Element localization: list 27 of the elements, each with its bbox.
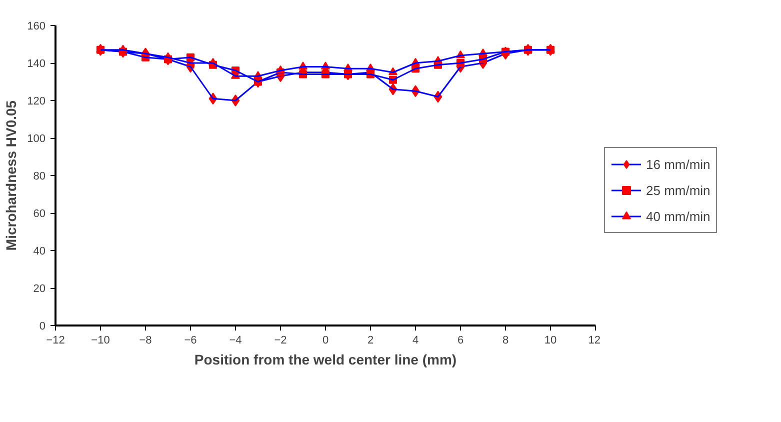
y-tick-label: 140 (27, 58, 46, 70)
y-tick-label: 100 (27, 133, 46, 145)
x-tick-label: 4 (412, 334, 419, 346)
legend-label: 25 mm/min (646, 182, 710, 198)
y-tick-label: 40 (33, 246, 46, 258)
y-tick-label: 0 (39, 320, 46, 332)
x-tick-label: −12 (46, 334, 65, 346)
legend-label: 40 mm/min (646, 208, 710, 224)
y-tick-label: 20 (33, 283, 46, 295)
legend-label: 16 mm/min (646, 156, 710, 172)
x-tick-label: 6 (457, 334, 464, 346)
x-tick-label: 12 (588, 334, 601, 346)
x-tick-label: −10 (91, 334, 110, 346)
x-tick-label: −6 (184, 334, 197, 346)
y-tick-label: 160 (27, 20, 46, 32)
y-tick-label: 60 (33, 208, 46, 220)
x-tick-label: 8 (502, 334, 509, 346)
y-tick-label: 80 (33, 170, 46, 182)
y-tick-label: 120 (27, 96, 46, 108)
x-axis-title: Position from the weld center line (mm) (194, 352, 457, 368)
x-tick-label: −2 (274, 334, 287, 346)
x-tick-label: 10 (544, 334, 557, 346)
x-tick-label: −4 (229, 334, 242, 346)
x-tick-label: 2 (367, 334, 374, 346)
y-axis-title: Microhardness HV0.05 (3, 100, 20, 251)
x-tick-label: −8 (139, 334, 152, 346)
x-tick-label: 0 (322, 334, 329, 346)
